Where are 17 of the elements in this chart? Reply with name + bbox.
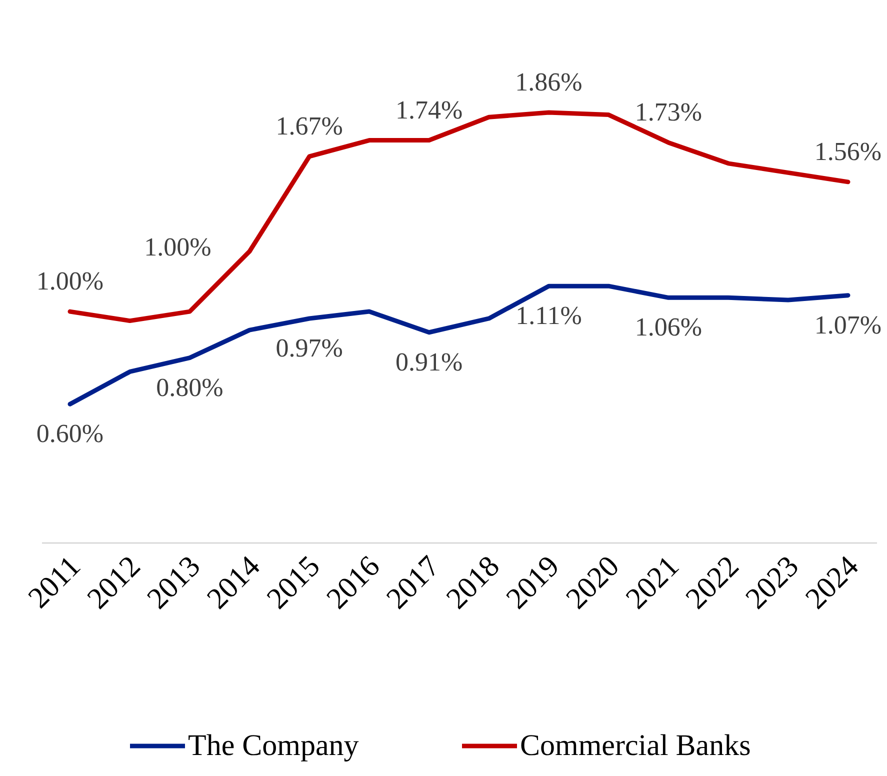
data-label: 1.86% (515, 67, 582, 96)
data-label: 0.60% (36, 419, 104, 448)
data-label: 1.73% (634, 98, 702, 127)
data-label: 1.07% (814, 310, 882, 340)
data-label: 1.06% (634, 312, 702, 342)
data-label: 1.74% (395, 95, 463, 124)
data-label: 1.11% (516, 301, 582, 330)
legend-label: The Company (188, 729, 359, 762)
data-label: 1.00% (36, 266, 104, 296)
data-label: 1.56% (814, 136, 882, 166)
data-label: 1.67% (276, 111, 343, 140)
legend-label: Commercial Banks (520, 729, 751, 762)
data-label: 0.80% (156, 372, 224, 402)
data-label: 1.00% (144, 232, 212, 262)
x-tick-label: 2011 (22, 550, 87, 615)
data-label: 0.97% (276, 333, 343, 362)
data-label: 0.91% (395, 347, 463, 376)
